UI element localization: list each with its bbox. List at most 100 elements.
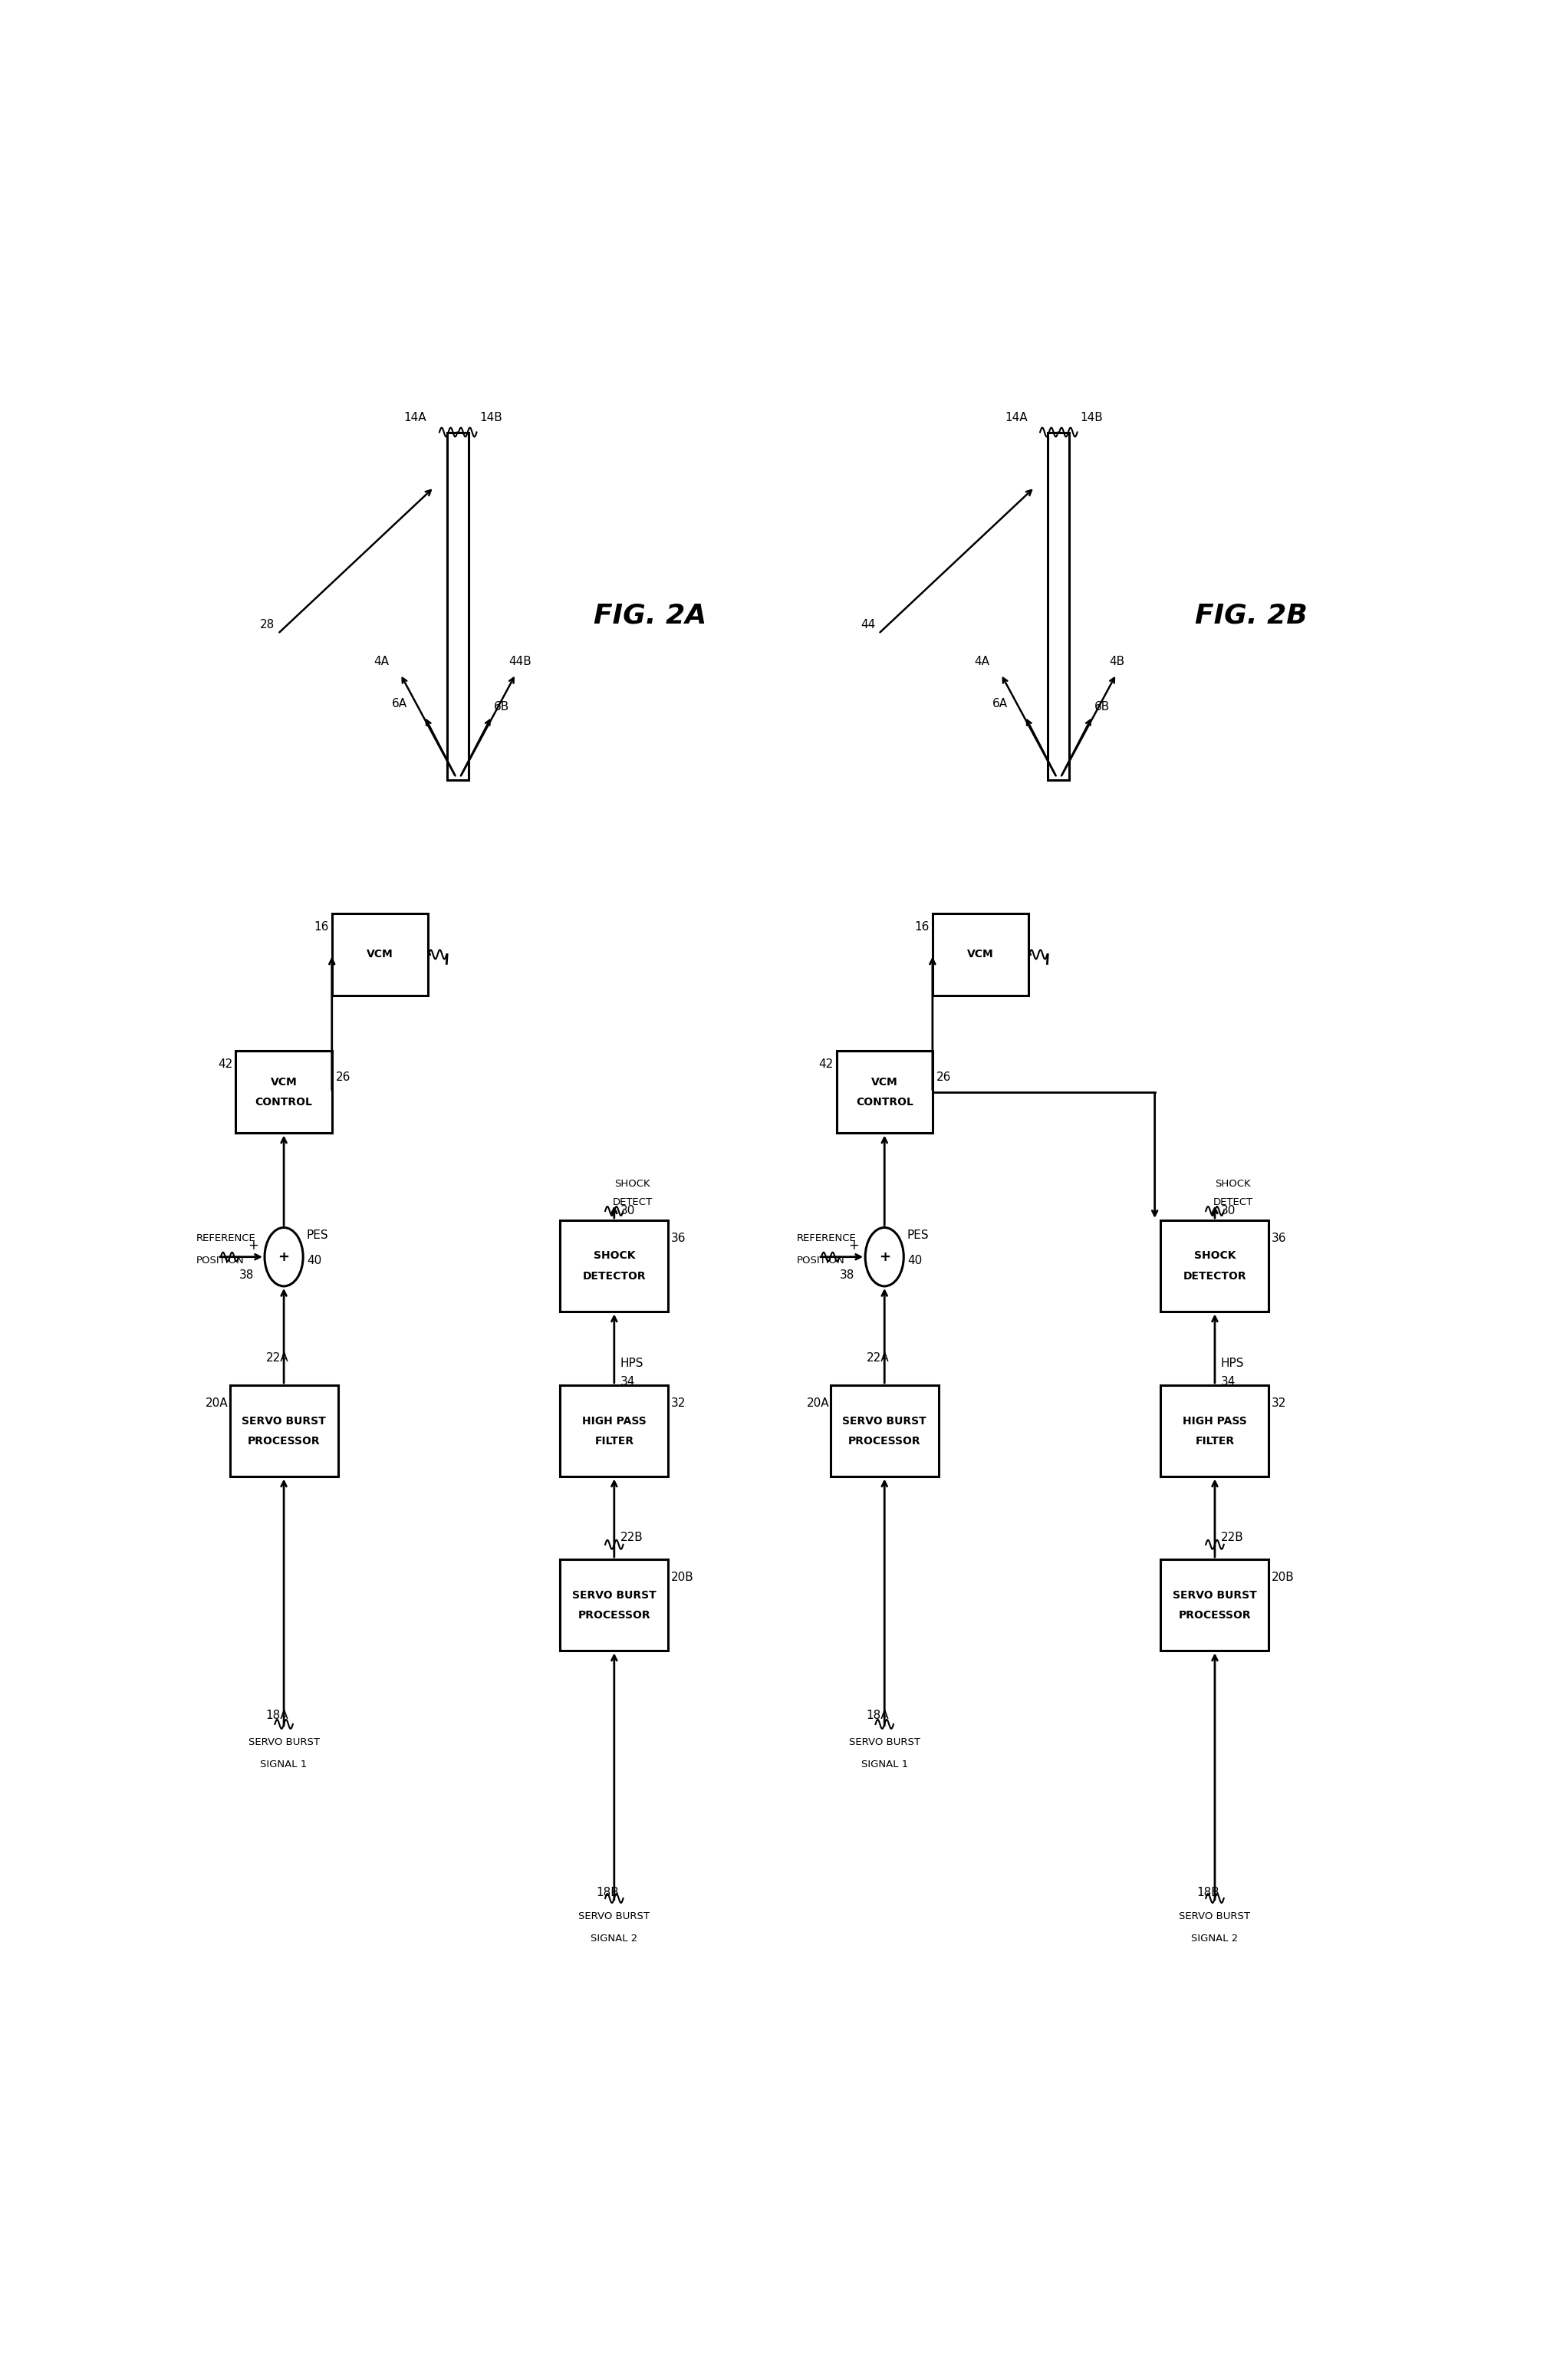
Text: 14A: 14A [1004, 412, 1028, 424]
Text: DETECTOR: DETECTOR [1183, 1271, 1246, 1280]
Text: PROCESSOR: PROCESSOR [578, 1609, 651, 1621]
Text: PROCESSOR: PROCESSOR [848, 1435, 921, 1447]
Text: 32: 32 [1271, 1397, 1286, 1409]
Text: HPS: HPS [620, 1357, 643, 1368]
Text: +: + [848, 1240, 859, 1252]
Text: SERVO BURST: SERVO BURST [242, 1416, 325, 1426]
Text: POSITION: POSITION [797, 1257, 845, 1266]
Text: PROCESSOR: PROCESSOR [248, 1435, 321, 1447]
Circle shape [265, 1228, 304, 1285]
Bar [560, 1221, 668, 1311]
Text: 4A: 4A [374, 654, 389, 666]
Text: SERVO BURST: SERVO BURST [842, 1416, 927, 1426]
Text: 14B: 14B [1080, 412, 1104, 424]
Bar [1161, 1221, 1269, 1311]
Text: SERVO BURST: SERVO BURST [1173, 1590, 1257, 1599]
Text: FILTER: FILTER [595, 1435, 634, 1447]
Text: HIGH PASS: HIGH PASS [1183, 1416, 1246, 1426]
Text: SIGNAL 2: SIGNAL 2 [1192, 1933, 1238, 1944]
Text: SERVO BURST: SERVO BURST [248, 1737, 319, 1747]
Text: 4A: 4A [975, 654, 990, 666]
Text: SIGNAL 1: SIGNAL 1 [260, 1759, 307, 1768]
Text: PROCESSOR: PROCESSOR [1178, 1609, 1251, 1621]
Text: 32: 32 [671, 1397, 685, 1409]
Text: 16: 16 [914, 921, 930, 933]
Text: 20A: 20A [206, 1397, 228, 1409]
Text: 40: 40 [907, 1254, 922, 1266]
Text: 14B: 14B [479, 412, 502, 424]
Text: 44B: 44B [508, 654, 532, 666]
Text: 18B: 18B [1197, 1887, 1220, 1899]
Text: SERVO BURST: SERVO BURST [1180, 1911, 1251, 1921]
Text: HPS: HPS [1221, 1357, 1245, 1368]
Text: SERVO BURST: SERVO BURST [578, 1911, 649, 1921]
Text: SERVO BURST: SERVO BURST [572, 1590, 656, 1599]
Text: DETECT: DETECT [612, 1197, 653, 1207]
Text: SHOCK: SHOCK [594, 1250, 635, 1261]
Text: DETECT: DETECT [1212, 1197, 1252, 1207]
Text: 28: 28 [260, 619, 274, 631]
Bar [831, 1385, 939, 1476]
Bar [1048, 433, 1070, 781]
Text: 26: 26 [936, 1071, 952, 1083]
Text: +: + [879, 1250, 890, 1264]
Text: VCM: VCM [967, 950, 994, 959]
Bar [560, 1385, 668, 1476]
Bar [560, 1559, 668, 1652]
Text: 40: 40 [307, 1254, 321, 1266]
Text: 30: 30 [620, 1204, 636, 1216]
Text: SERVO BURST: SERVO BURST [849, 1737, 921, 1747]
Text: 42: 42 [818, 1059, 834, 1071]
Text: 22A: 22A [267, 1352, 288, 1364]
Text: FIG. 2A: FIG. 2A [594, 602, 707, 628]
Text: VCM: VCM [271, 1076, 298, 1088]
Text: 30: 30 [1221, 1204, 1235, 1216]
Text: SIGNAL 1: SIGNAL 1 [860, 1759, 908, 1768]
Bar [1161, 1559, 1269, 1652]
Text: 34: 34 [1221, 1376, 1235, 1388]
Text: FILTER: FILTER [1195, 1435, 1234, 1447]
Text: 22B: 22B [620, 1530, 643, 1542]
Text: 20B: 20B [671, 1571, 693, 1583]
Text: POSITION: POSITION [197, 1257, 245, 1266]
Text: PES: PES [907, 1228, 930, 1240]
Text: 14A: 14A [405, 412, 426, 424]
Bar [933, 914, 1029, 995]
Text: 6A: 6A [992, 697, 1008, 709]
Bar [448, 433, 468, 781]
Text: 22A: 22A [866, 1352, 890, 1364]
Text: SIGNAL 2: SIGNAL 2 [591, 1933, 637, 1944]
Text: DETECTOR: DETECTOR [583, 1271, 646, 1280]
Text: 20B: 20B [1271, 1571, 1294, 1583]
Text: PES: PES [307, 1228, 329, 1240]
Text: REFERENCE: REFERENCE [197, 1233, 256, 1242]
Bar [1161, 1385, 1269, 1476]
Text: 6B: 6B [1094, 702, 1110, 714]
Text: +: + [277, 1250, 290, 1264]
Text: REFERENCE: REFERENCE [797, 1233, 857, 1242]
Text: FIG. 2B: FIG. 2B [1195, 602, 1307, 628]
Text: 20A: 20A [806, 1397, 829, 1409]
Text: CONTROL: CONTROL [256, 1097, 313, 1107]
Text: CONTROL: CONTROL [856, 1097, 913, 1107]
Text: SHOCK: SHOCK [1194, 1250, 1235, 1261]
Text: 18A: 18A [267, 1709, 288, 1721]
Text: 42: 42 [217, 1059, 232, 1071]
Text: 26: 26 [335, 1071, 350, 1083]
Text: SHOCK: SHOCK [614, 1178, 649, 1188]
Text: SHOCK: SHOCK [1215, 1178, 1251, 1188]
Text: HIGH PASS: HIGH PASS [583, 1416, 646, 1426]
Text: VCM: VCM [871, 1076, 897, 1088]
Text: 34: 34 [620, 1376, 636, 1388]
Bar [837, 1050, 933, 1133]
Bar [332, 914, 428, 995]
Text: VCM: VCM [367, 950, 394, 959]
Text: 6A: 6A [392, 697, 408, 709]
Circle shape [865, 1228, 904, 1285]
Text: 18B: 18B [597, 1887, 618, 1899]
Bar [229, 1385, 338, 1476]
Text: 4B: 4B [1110, 654, 1125, 666]
Text: 22B: 22B [1221, 1530, 1243, 1542]
Text: 6B: 6B [494, 702, 510, 714]
Bar [236, 1050, 332, 1133]
